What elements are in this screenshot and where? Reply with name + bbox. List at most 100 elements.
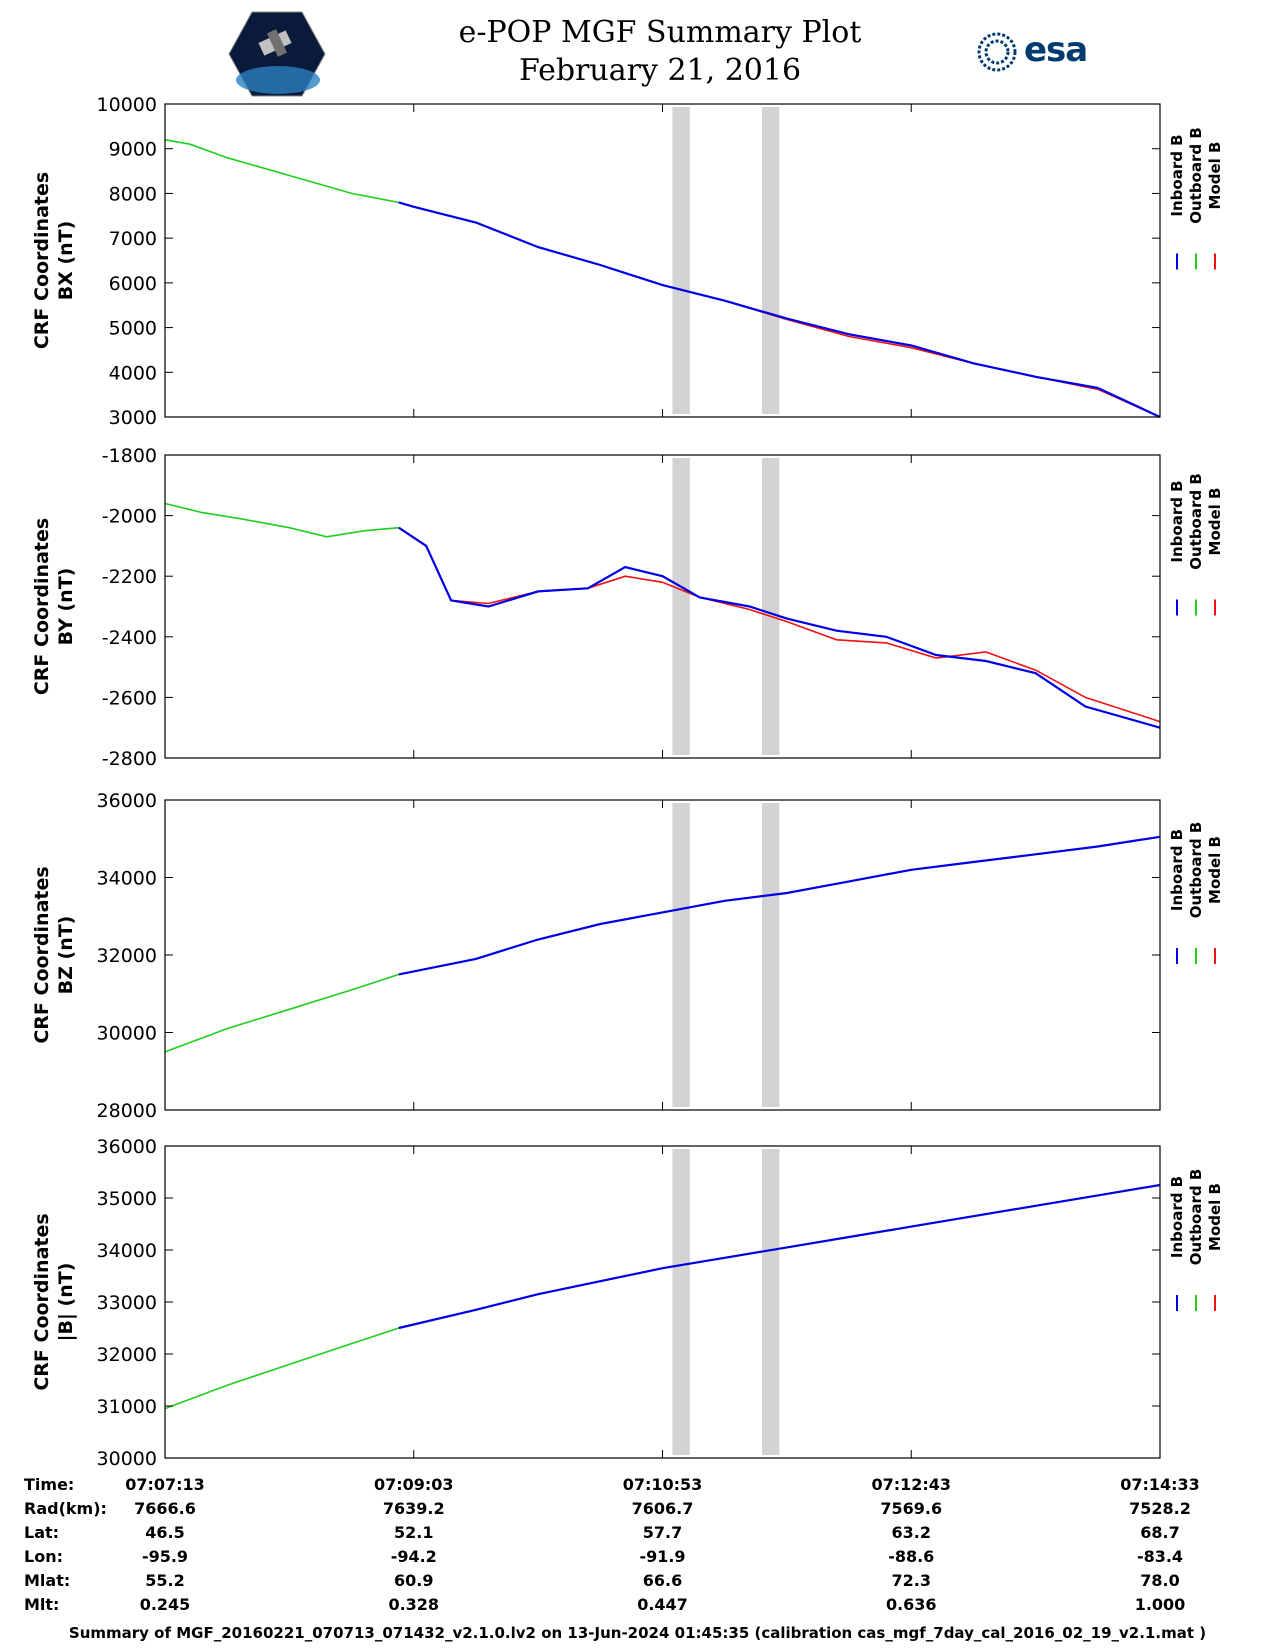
legend-label: Outboard B xyxy=(1187,473,1205,570)
y-axis-label: CRF Coordinates |B| (nT) xyxy=(31,1213,77,1390)
ephemeris-value: 55.2 xyxy=(145,1571,184,1590)
y-tick-label: 4000 xyxy=(109,362,157,384)
y-tick-label: 6000 xyxy=(109,273,157,295)
ephemeris-value: 07:10:53 xyxy=(623,1475,703,1494)
data-gap-band xyxy=(672,107,690,414)
ephemeris-value: 57.7 xyxy=(643,1523,682,1542)
ephemeris-value: 0.245 xyxy=(140,1595,191,1614)
title-block: e-POP MGF Summary Plot February 21, 2016 xyxy=(380,14,940,90)
ephemeris-value: 07:14:33 xyxy=(1120,1475,1200,1494)
panel-3: 36000 34000 32000 30000 28000 CRF Coordinates… xyxy=(31,790,1224,1122)
ephemeris-row-label: Mlt: xyxy=(24,1595,59,1614)
y-tick-label: 36000 xyxy=(97,1136,157,1158)
y-axis-label: CRF Coordinates BX (nT) xyxy=(31,172,77,349)
y-tick-label: 7000 xyxy=(109,228,157,250)
y-tick-label: 10000 xyxy=(97,94,157,116)
ephemeris-row-label: Time: xyxy=(24,1475,74,1494)
ephemeris-value: 63.2 xyxy=(892,1523,931,1542)
ephemeris-value: 60.9 xyxy=(394,1571,433,1590)
y-tick-label: 36000 xyxy=(97,790,157,812)
y-axis-label-line: CRF Coordinates xyxy=(31,1213,53,1390)
data-gap-band xyxy=(762,1149,780,1455)
y-tick-label: 30000 xyxy=(97,1448,157,1470)
ephemeris-value: 1.000 xyxy=(1135,1595,1186,1614)
y-tick-label: 32000 xyxy=(97,945,157,967)
ephemeris-value: 68.7 xyxy=(1140,1523,1179,1542)
ephemeris-value: 46.5 xyxy=(145,1523,184,1542)
cassiope-logo xyxy=(228,10,326,98)
ephemeris-row-label: Rad(km): xyxy=(24,1499,107,1518)
panel-4: 36000 35000 34000 33000 32000 31000 30000 CRF C… xyxy=(31,1136,1224,1470)
y-tick-label: -2000 xyxy=(102,506,157,528)
ephemeris-row-label: Mlat: xyxy=(24,1571,70,1590)
ephemeris-value: 7606.7 xyxy=(632,1499,694,1518)
ephemeris-value: 7639.2 xyxy=(383,1499,445,1518)
ephemeris-value: 0.636 xyxy=(886,1595,937,1614)
ephemeris-value: -94.2 xyxy=(391,1547,437,1566)
data-gap-band xyxy=(672,1149,690,1455)
series-line-outboard-b xyxy=(164,973,400,1053)
chart-date: February 21, 2016 xyxy=(518,53,802,88)
plot-frame xyxy=(164,103,1161,418)
y-tick-label: -2600 xyxy=(102,687,157,709)
y-tick-label: 8000 xyxy=(109,183,157,205)
y-tick-label: 30000 xyxy=(97,1023,157,1045)
data-gap-band xyxy=(672,458,690,755)
plot-frame xyxy=(164,1145,1161,1459)
ephemeris-value: 7666.6 xyxy=(134,1499,196,1518)
data-gap-band xyxy=(762,458,780,755)
y-axis-label: CRF Coordinates BZ (nT) xyxy=(31,866,77,1043)
y-tick-label: 5000 xyxy=(109,318,157,340)
esa-logo xyxy=(975,30,1095,74)
legend-label: Model B xyxy=(1206,1183,1224,1251)
y-axis-label-line: CRF Coordinates xyxy=(31,866,53,1043)
ephemeris-value: 72.3 xyxy=(892,1571,931,1590)
y-tick-label: -1800 xyxy=(102,445,157,467)
y-tick-label: 33000 xyxy=(97,1292,157,1314)
y-tick-label: 35000 xyxy=(97,1188,157,1210)
series-line-outboard-b xyxy=(164,139,399,204)
plot-frame xyxy=(164,454,1161,759)
ephemeris-value: 7569.6 xyxy=(880,1499,942,1518)
y-tick-label: -2800 xyxy=(102,748,157,770)
ephemeris-value: 7528.2 xyxy=(1129,1499,1191,1518)
data-gap-band xyxy=(762,803,780,1107)
y-tick-label: -2200 xyxy=(102,566,157,588)
footer-text: Summary of MGF_20160221_070713_071432_v2… xyxy=(68,1624,1207,1642)
ephemeris-value: -91.9 xyxy=(639,1547,685,1566)
y-axis-label-line: |B| (nT) xyxy=(55,1263,77,1342)
y-tick-label: 28000 xyxy=(97,1100,157,1122)
panel-2: -1800 -2000 -2200 -2400 -2600 -2800 CRF Coordi… xyxy=(31,445,1224,770)
y-tick-label: 3000 xyxy=(109,407,157,429)
legend-label: Model B xyxy=(1206,836,1224,904)
legend-label: Inboard B xyxy=(1168,480,1186,562)
legend-label: Model B xyxy=(1206,142,1224,210)
legend-label: Outboard B xyxy=(1187,1169,1205,1266)
series-line-inboard-b xyxy=(398,1183,1161,1330)
series-line-inboard-b xyxy=(398,526,1161,729)
series-line-inboard-b xyxy=(398,835,1161,976)
y-tick-label: 9000 xyxy=(109,139,157,161)
ephemeris-value: 07:07:13 xyxy=(125,1475,205,1494)
header: e-POP MGF Summary Plot February 21, 2016… xyxy=(0,0,1275,100)
ephemeris-value: -88.6 xyxy=(888,1547,934,1566)
legend-label: Inboard B xyxy=(1168,134,1186,216)
series-line-model-b xyxy=(398,527,1161,723)
ephemeris-row-label: Lon: xyxy=(24,1547,63,1566)
esa-wordmark: esa xyxy=(1024,30,1088,70)
ephemeris-value: -95.9 xyxy=(142,1547,188,1566)
series-line-inboard-b xyxy=(398,201,1161,418)
ephemeris-value: -83.4 xyxy=(1137,1547,1183,1566)
y-tick-label: 34000 xyxy=(97,868,157,890)
ephemeris-table: Time: 07:07:13 07:09:03 07:10:53 07:12:43 07:… xyxy=(24,1475,1200,1614)
ephemeris-value: 07:09:03 xyxy=(374,1475,454,1494)
y-axis-label: CRF Coordinates BY (nT) xyxy=(31,518,77,695)
legend-label: Model B xyxy=(1206,488,1224,556)
y-axis-label-line: CRF Coordinates xyxy=(31,172,53,349)
ephemeris-value: 07:12:43 xyxy=(871,1475,951,1494)
data-gap-band xyxy=(672,803,690,1107)
legend-label: Outboard B xyxy=(1187,822,1205,919)
y-tick-label: -2400 xyxy=(102,627,157,649)
series-line-outboard-b xyxy=(164,502,399,538)
